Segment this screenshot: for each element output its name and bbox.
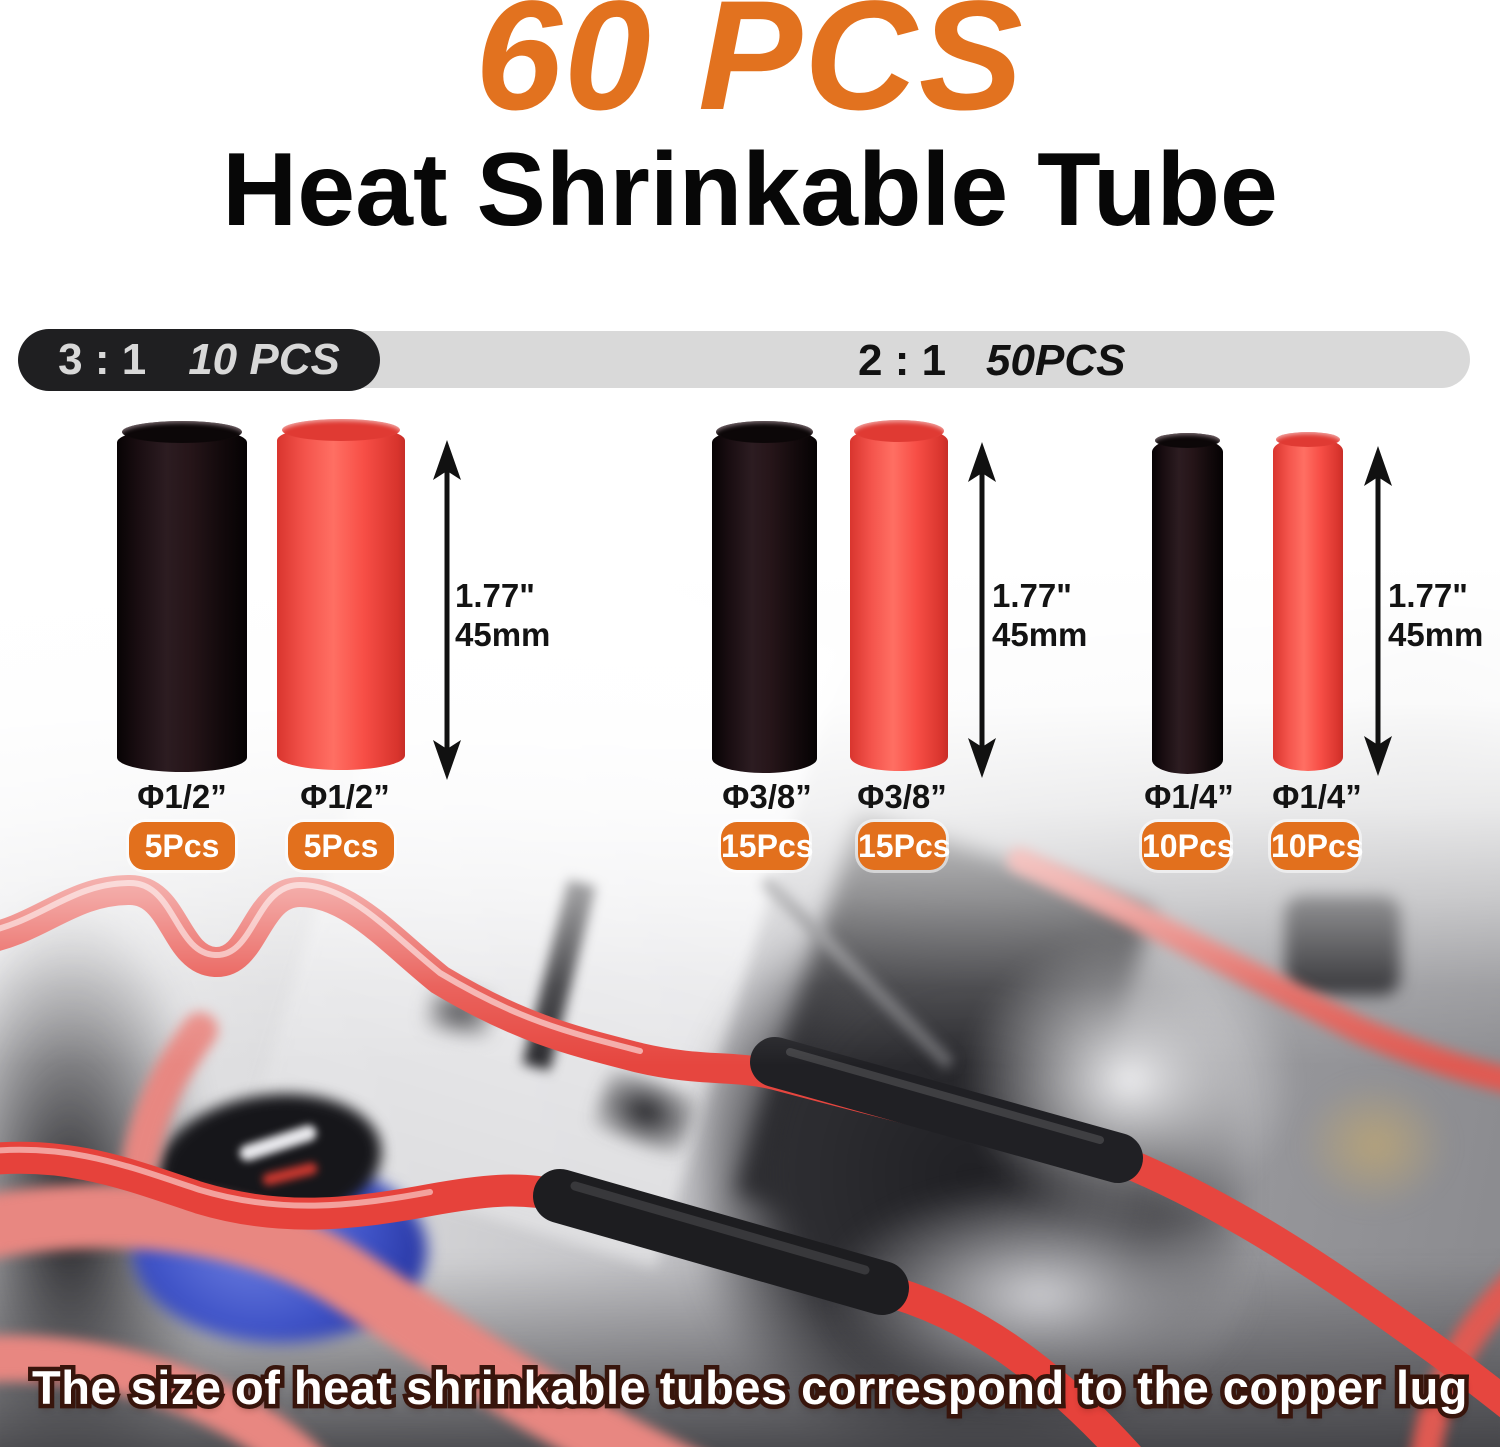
length-mm: 45mm [992,616,1088,653]
tube-black-half-inch [117,421,247,772]
qty-badge-red: 15Pcs [858,822,951,870]
ratio-2to1-group: 2 : 1 50PCS [858,336,1125,386]
qty-badge-black: 15Pcs [721,822,814,870]
caption: The size of heat shrinkable tubes corres… [0,1357,1500,1419]
diameter-label-red: Φ1/4” [1272,778,1362,815]
qty-badge-black: 10Pcs [1142,822,1235,870]
qty-badge-red: 10Pcs [1271,822,1364,870]
ratio-3to1-value: 3 : 1 [58,335,147,384]
caption-outline-layer: The size of heat shrinkable tubes corres… [28,1357,1473,1419]
tube-red-half-inch [277,419,405,770]
diameter-label-black: Φ3/8” [722,778,812,815]
diameter-label-black: Φ1/2” [137,778,227,815]
length-label: 1.77" 45mm [992,576,1087,654]
length-label: 1.77" 45mm [1388,576,1483,654]
tube-black-quarter-inch [1152,433,1223,774]
qty-badge-red: 5Pcs [288,822,394,870]
length-inches: 1.77" [1388,577,1468,614]
ratio-2to1-count: 50PCS [986,336,1126,385]
length-label: 1.77" 45mm [455,576,550,654]
ratio-pill-3to1: 3 : 1 10 PCS [18,329,380,391]
length-mm: 45mm [1388,616,1484,653]
tube-red-quarter-inch [1273,432,1343,771]
qty-badge-black: 5Pcs [129,822,235,870]
length-inches: 1.77" [455,577,535,614]
product-title: Heat Shrinkable Tube [222,132,1278,248]
dimension-arrow-icon [433,440,461,780]
tube-red-three-eighths [850,420,948,771]
caption-text: The size of heat shrinkable tubes corres… [32,1361,1468,1414]
ratio-3to1-count: 10 PCS [188,335,340,384]
diameter-label-red: Φ3/8” [857,778,947,815]
piece-count-title: 60 PCS [475,0,1025,143]
diameter-label-red: Φ1/2” [300,778,390,815]
diameter-label-black: Φ1/4” [1144,778,1234,815]
tube-black-three-eighths [712,421,817,773]
ratio-2to1-value: 2 : 1 [858,336,947,385]
dimension-arrow-icon [1364,446,1392,776]
dimension-arrow-icon [968,442,996,778]
length-mm: 45mm [455,616,551,653]
length-inches: 1.77" [992,577,1072,614]
